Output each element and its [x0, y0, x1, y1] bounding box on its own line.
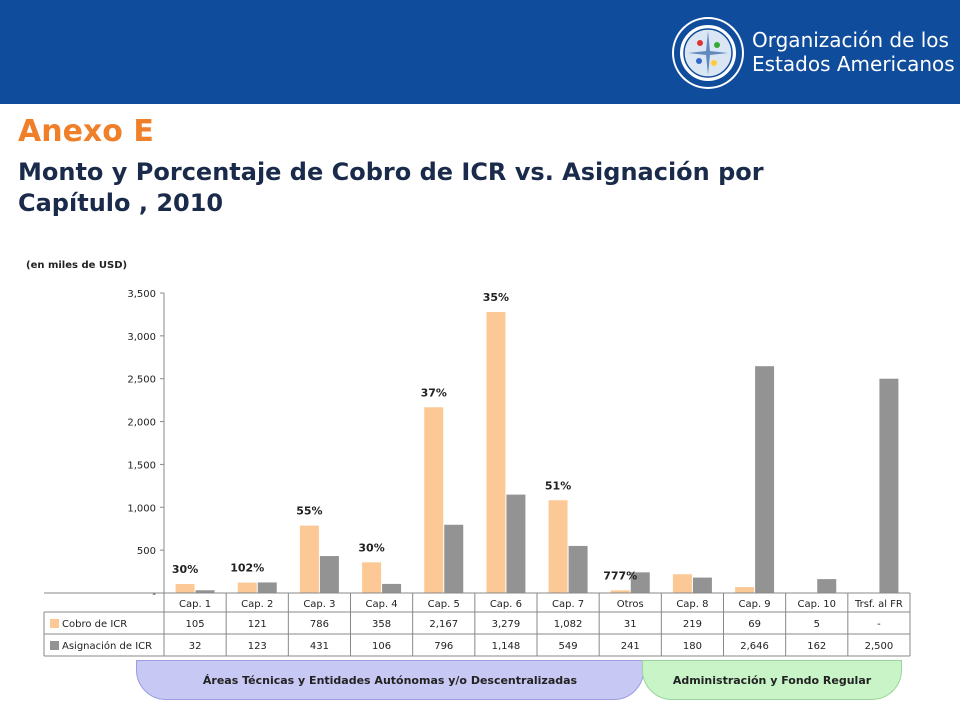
- data-table-cell: 121: [248, 619, 267, 630]
- percent-label: 30%: [172, 563, 198, 576]
- percent-label: 37%: [421, 386, 447, 399]
- data-table-cell: 106: [372, 641, 391, 652]
- legend-label-cobro: Cobro de ICR: [62, 619, 127, 630]
- bar-cobro: [362, 562, 382, 593]
- percent-label: 30%: [358, 541, 384, 554]
- bar-asignacion: [506, 494, 526, 593]
- data-table-cell: 549: [559, 641, 578, 652]
- x-tick-label: Otros: [617, 599, 644, 610]
- y-tick-label: 3,000: [127, 332, 156, 343]
- percent-label: 102%: [230, 562, 264, 575]
- bar-asignacion: [692, 577, 712, 593]
- bar-cobro: [735, 587, 755, 593]
- data-table-cell: 431: [310, 641, 329, 652]
- percent-label: 35%: [483, 291, 509, 304]
- bar-asignacion: [879, 378, 899, 593]
- x-tick-label: Cap. 4: [365, 599, 397, 610]
- data-table-cell: 2,500: [865, 641, 894, 652]
- annex-title: Anexo E: [18, 114, 154, 149]
- x-tick-label: Cap. 7: [552, 599, 584, 610]
- bar-asignacion: [444, 524, 464, 593]
- x-tick-label: Cap. 1: [179, 599, 211, 610]
- data-table-cell: 123: [248, 641, 267, 652]
- oas-seal-icon: [672, 17, 744, 89]
- bar-cobro: [424, 407, 444, 593]
- org-name: Organización de los Estados Americanos: [752, 28, 955, 76]
- x-tick-label: Cap. 8: [676, 599, 708, 610]
- x-tick-label: Cap. 10: [797, 599, 836, 610]
- data-table-cell: -: [877, 619, 881, 630]
- units-note: (en miles de USD): [26, 260, 128, 271]
- header-bar: Organización de los Estados Americanos: [0, 0, 960, 104]
- data-table-cell: 241: [621, 641, 640, 652]
- y-tick-label: 3,500: [127, 289, 156, 300]
- y-tick-label: 1,000: [127, 503, 156, 514]
- x-tick-label: Cap. 6: [490, 599, 522, 610]
- x-tick-label: Cap. 2: [241, 599, 273, 610]
- bar-asignacion: [755, 366, 775, 593]
- x-tick-label: Trsf. al FR: [854, 599, 903, 610]
- bar-asignacion: [195, 590, 215, 593]
- chart-title: Monto y Porcentaje de Cobro de ICR vs. A…: [18, 158, 764, 217]
- y-tick-label: -: [152, 589, 156, 600]
- y-tick-label: 2,000: [127, 418, 156, 429]
- bar-cobro: [610, 590, 630, 593]
- data-table-cell: 786: [310, 619, 329, 630]
- x-tick-label: Cap. 5: [428, 599, 460, 610]
- data-table-cell: 105: [186, 619, 205, 630]
- bar-asignacion: [257, 582, 277, 593]
- bar-cobro: [175, 584, 195, 593]
- data-table-cell: 31: [624, 619, 637, 630]
- org-name-line1: Organización de los: [752, 28, 949, 52]
- bar-asignacion: [817, 579, 837, 593]
- data-table-cell: 2,646: [740, 641, 769, 652]
- data-table-cell: 796: [434, 641, 453, 652]
- data-table-cell: 219: [683, 619, 702, 630]
- data-table-cell: 180: [683, 641, 702, 652]
- legend-swatch-cobro: [50, 619, 59, 628]
- y-tick-label: 2,500: [127, 375, 156, 386]
- bar-asignacion: [319, 556, 339, 593]
- y-tick-label: 1,500: [127, 460, 156, 471]
- percent-label: 55%: [296, 505, 322, 518]
- data-table-cell: 69: [748, 619, 761, 630]
- org-name-line2: Estados Americanos: [752, 52, 955, 76]
- legend-label-asignacion: Asignación de ICR: [62, 640, 152, 652]
- data-table-cell: 1,082: [554, 619, 583, 630]
- percent-label: 51%: [545, 479, 571, 492]
- data-table-cell: 162: [807, 641, 826, 652]
- bar-cobro: [548, 500, 568, 593]
- bar-cobro: [672, 574, 692, 593]
- data-table-cell: 32: [189, 641, 202, 652]
- data-table-cell: 358: [372, 619, 391, 630]
- bar-asignacion: [382, 583, 402, 593]
- data-table-cell: 1,148: [492, 641, 521, 652]
- data-table-cell: 3,279: [492, 619, 521, 630]
- group-label-technical-areas: Áreas Técnicas y Entidades Autónomas y/o…: [136, 660, 644, 700]
- data-table-cell: 2,167: [429, 619, 458, 630]
- bar-cobro: [237, 582, 257, 593]
- percent-label: 777%: [603, 569, 637, 582]
- x-tick-label: Cap. 3: [303, 599, 335, 610]
- legend-swatch-asignacion: [50, 641, 59, 650]
- bar-cobro: [486, 311, 506, 593]
- data-table-cell: 5: [814, 619, 820, 630]
- bar-cobro: [299, 525, 319, 593]
- bar-asignacion: [630, 572, 650, 593]
- x-tick-label: Cap. 9: [738, 599, 770, 610]
- group-label-administration: Administración y Fondo Regular: [642, 660, 902, 700]
- bar-asignacion: [568, 545, 588, 593]
- y-tick-label: 500: [137, 546, 156, 557]
